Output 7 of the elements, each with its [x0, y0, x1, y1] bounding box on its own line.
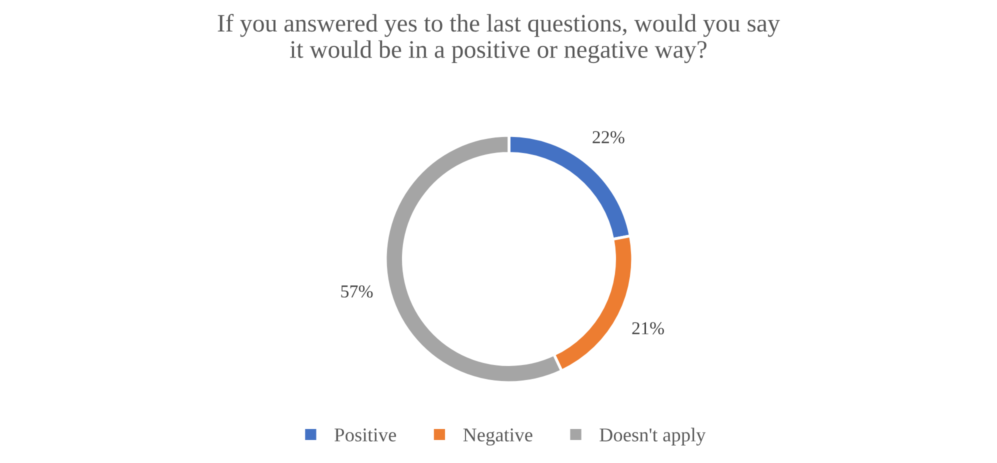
chart-title: If you answered yes to the last questions, would you say it would be in a positive or negative way? — [218, 14, 780, 64]
data-label: 57% — [341, 285, 373, 298]
legend-label: Negative — [463, 428, 532, 446]
legend-label: Positive — [334, 428, 396, 442]
data-label: 22% — [592, 131, 624, 144]
data-label: 21% — [632, 322, 664, 334]
legend-label: Doesn't apply — [600, 428, 706, 446]
